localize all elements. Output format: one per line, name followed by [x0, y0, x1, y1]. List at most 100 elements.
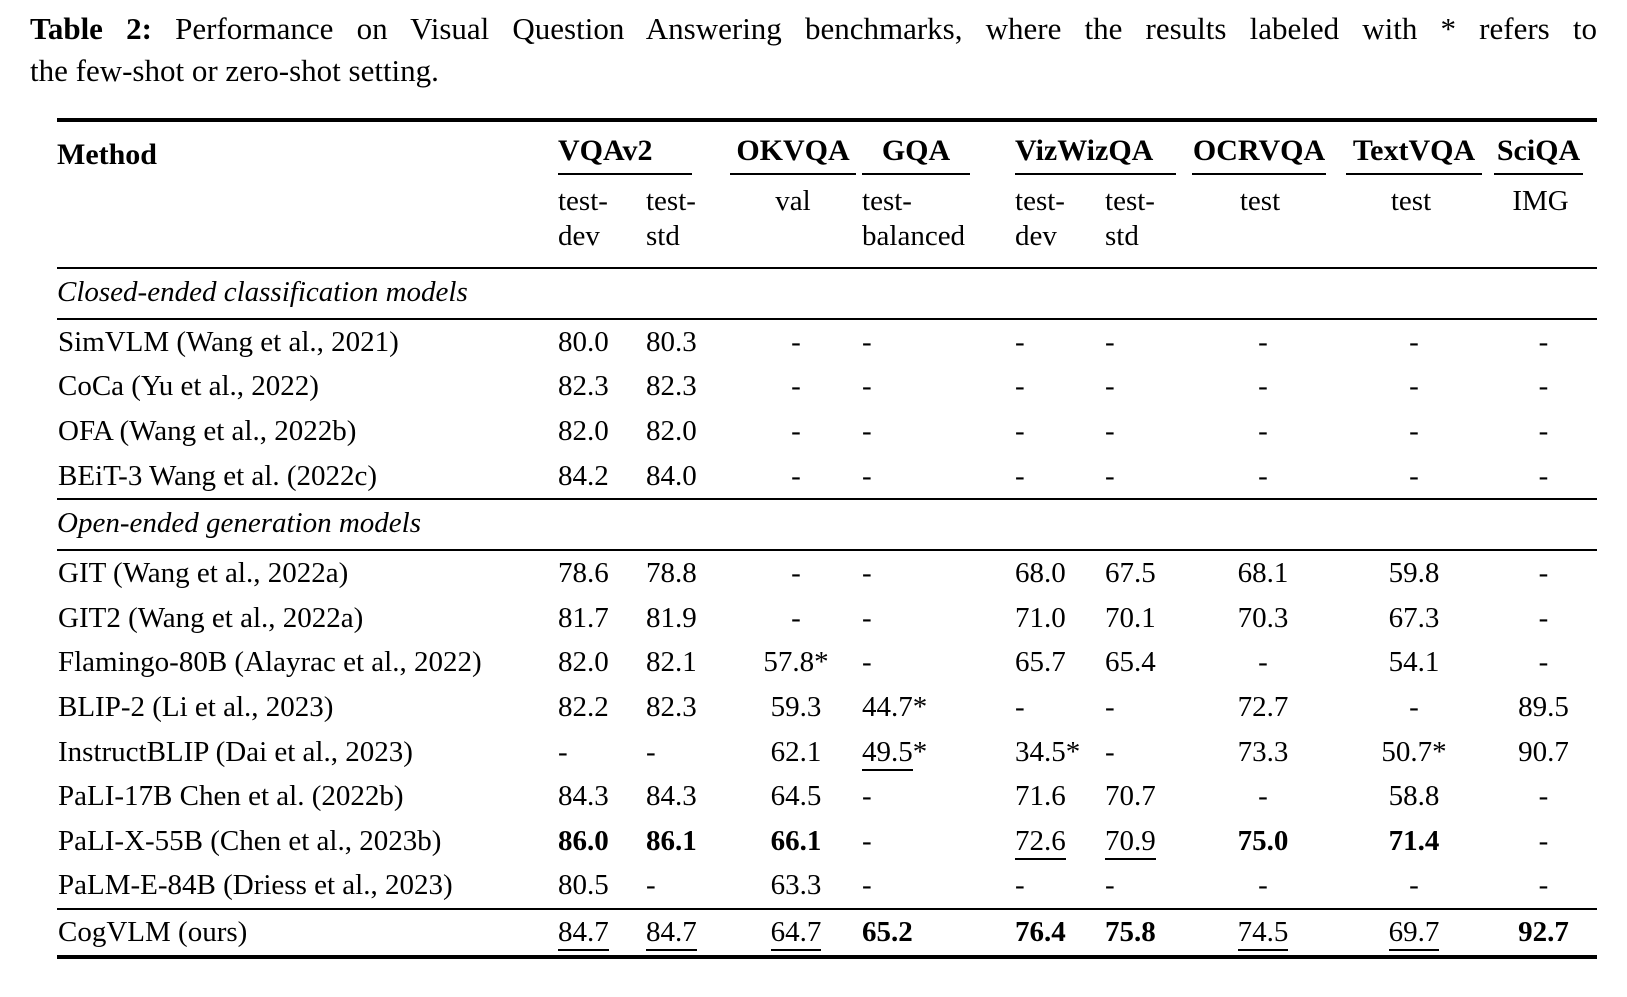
value-cell: 50.7*: [1338, 730, 1490, 775]
caption-line-1: Table 2: Performance on Visual Question …: [30, 8, 1597, 50]
value-text: -: [1538, 780, 1549, 813]
method-header: Method: [57, 120, 558, 269]
value-text: -: [1015, 459, 1025, 492]
value-cell: 75.8: [1105, 908, 1189, 957]
value-text: -: [862, 646, 872, 679]
value-text: -: [1409, 414, 1419, 447]
value-text: -: [862, 557, 872, 590]
value-cell: -: [1188, 409, 1338, 454]
value-cell: 68.0: [1015, 550, 1105, 596]
value-cell: -: [730, 596, 862, 641]
value-text: -: [862, 325, 872, 358]
value-cell: 84.2: [558, 454, 646, 500]
table-row: PaLI-X-55B (Chen et al., 2023b) 86.0 86.1 6…: [57, 819, 1597, 864]
section-header-row: Open-ended generation models: [57, 498, 1598, 552]
value-cell: 81.9: [646, 596, 730, 641]
value-cell: -: [1490, 550, 1597, 596]
value-cell: -: [1015, 319, 1105, 365]
value-cell: -: [1105, 364, 1188, 409]
subheader-gqa-testbalanced: test-balanced: [862, 175, 1016, 269]
value-cell: 89.5: [1490, 685, 1597, 730]
group-okvqa-label: OKVQA: [730, 122, 857, 176]
caption-text: Performance on Visual Question Answering…: [175, 11, 1597, 46]
value-cell: 70.1: [1105, 596, 1188, 641]
value-text: -: [1105, 869, 1115, 902]
value-cell: 59.3: [730, 685, 862, 730]
method-cell: OFA (Wang et al., 2022b): [58, 414, 357, 447]
value-text: -: [862, 780, 872, 813]
value-text: 92.7: [1518, 916, 1569, 949]
value-text: -: [1105, 690, 1115, 723]
value-cell: 64.7: [730, 908, 863, 957]
value-cell: -: [1188, 319, 1338, 365]
caption-line-2: the few-shot or zero-shot setting.: [30, 53, 439, 89]
value-cell: -: [1188, 454, 1338, 500]
value-cell: -: [1188, 640, 1338, 685]
value-cell: 82.0: [558, 409, 646, 454]
value-text: 73.3: [1237, 735, 1289, 768]
value-cell: 78.6: [558, 550, 646, 596]
value-cell: 74.5: [1188, 908, 1339, 957]
value-cell: 72.6: [1015, 819, 1105, 864]
value-cell: 71.0: [1015, 596, 1105, 641]
value-text: -: [1538, 325, 1549, 358]
value-text: -: [791, 601, 801, 634]
value-text: 49.5: [862, 735, 913, 771]
value-cell: 82.3: [646, 685, 730, 730]
value-cell: 84.7: [558, 908, 646, 957]
header-group-row: Method VQAv2 OKVQA GQA VizWizQA OCRVQA T…: [57, 120, 1597, 269]
group-sciqa-label: SciQA: [1494, 122, 1584, 176]
value-cell: 58.8: [1338, 774, 1490, 819]
value-text: 54.1: [1388, 646, 1440, 679]
value-text: 70.3: [1237, 601, 1289, 634]
table-row: Flamingo-80B (Alayrac et al., 2022) 82.0 8…: [57, 640, 1597, 685]
value-text: 66.1: [770, 824, 822, 857]
value-text: -: [1015, 370, 1025, 403]
value-text: 70.1: [1105, 601, 1156, 634]
value-text: 80.5: [558, 869, 609, 902]
value-cell: 82.3: [646, 364, 730, 409]
method-cell: CogVLM (ours): [57, 908, 558, 957]
value-text: -: [1258, 370, 1268, 403]
value-cell: -: [1490, 454, 1597, 500]
method-cell: Flamingo-80B (Alayrac et al., 2022): [58, 646, 482, 679]
value-cell: -: [862, 409, 1015, 454]
value-text: -: [791, 325, 801, 358]
value-text: 78.6: [558, 557, 609, 590]
value-cell: -: [862, 596, 1015, 641]
value-cell: 82.0: [558, 640, 646, 685]
subheader-vqav2-testdev: test-dev: [558, 175, 646, 269]
value-text: -: [1258, 780, 1268, 813]
value-text: -: [1258, 869, 1268, 902]
value-cell: -: [646, 730, 730, 775]
value-cell: -: [1490, 409, 1597, 454]
value-cell: -: [1015, 409, 1105, 454]
value-cell: 44.7*: [862, 685, 1015, 730]
value-text: 82.0: [558, 414, 609, 447]
value-cell: 73.3: [1188, 730, 1338, 775]
value-cell: 70.7: [1105, 774, 1188, 819]
value-text: -: [1258, 459, 1268, 492]
value-cell: -: [1105, 319, 1188, 365]
value-text: -: [1409, 325, 1419, 358]
value-text: 81.7: [558, 601, 609, 634]
value-cell: -: [1338, 364, 1490, 409]
value-cell: 71.6: [1015, 774, 1105, 819]
value-text: 84.3: [646, 780, 697, 813]
value-cell: 67.5: [1105, 550, 1188, 596]
value-text: -: [1015, 414, 1025, 447]
value-text: 82.1: [646, 646, 697, 679]
subheader-vizwiz-testdev: test-dev: [1015, 175, 1106, 269]
value-cell: -: [862, 819, 1015, 864]
method-cell: PaLI-X-55B (Chen et al., 2023b): [58, 824, 442, 857]
value-cell: -: [1015, 863, 1105, 909]
value-cell: -: [1490, 774, 1597, 819]
group-okvqa: OKVQA: [730, 120, 862, 176]
value-cell: 82.0: [646, 409, 730, 454]
value-text: -: [791, 459, 801, 492]
value-cell: 70.3: [1188, 596, 1338, 641]
group-vqav2: VQAv2: [558, 120, 730, 176]
value-text: -: [791, 414, 801, 447]
value-cell: 65.4: [1105, 640, 1188, 685]
subheader-ocrvqa-test: test: [1188, 175, 1339, 269]
